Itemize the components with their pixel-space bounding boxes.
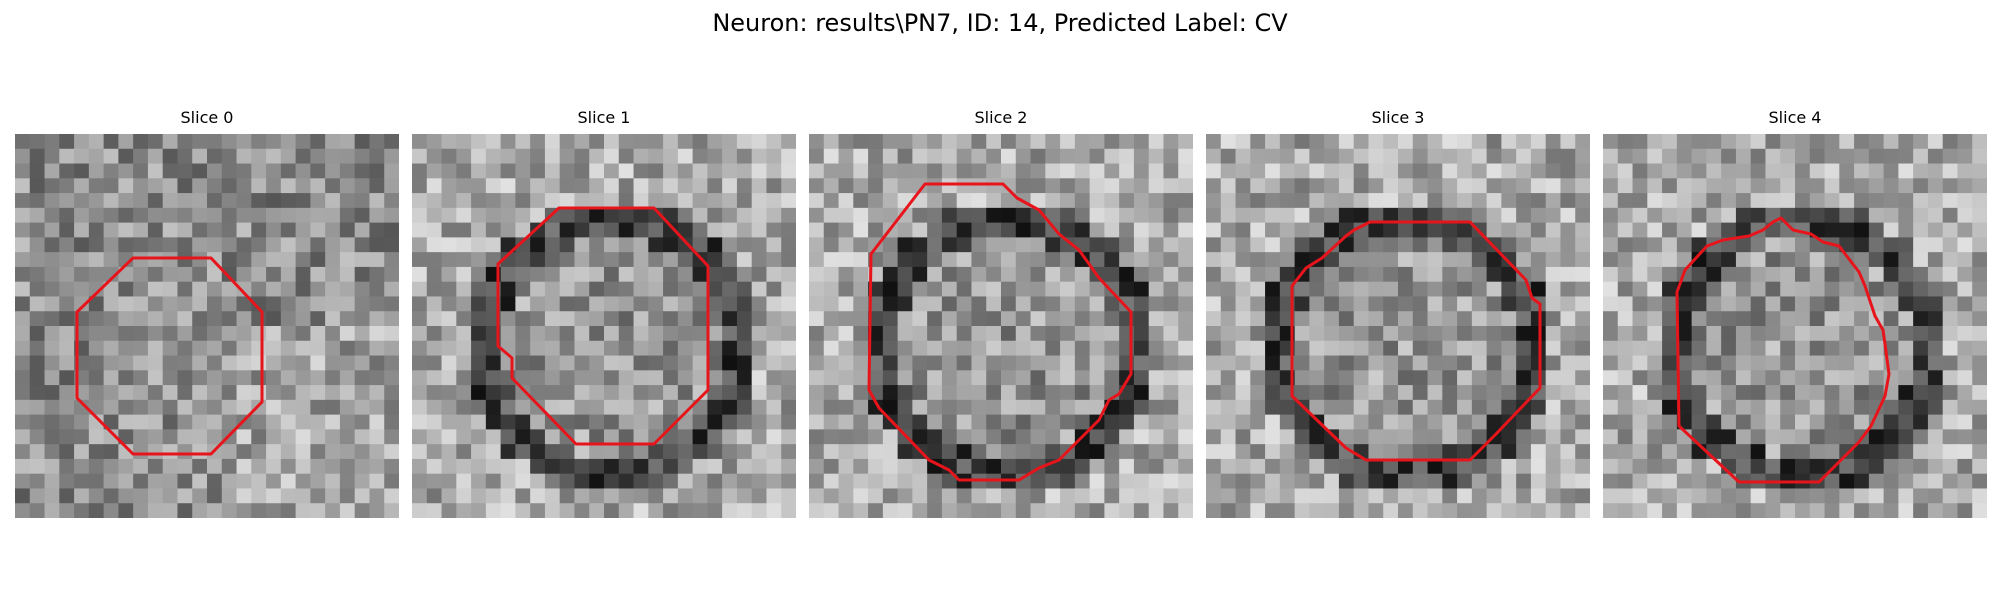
slice-image-4 [1603,134,1987,518]
grayscale-pixels [15,134,399,518]
panel-slice-0: Slice 0 [15,106,399,526]
panel-title: Slice 0 [15,106,399,130]
figure-title: Neuron: results\PN7, ID: 14, Predicted L… [0,6,2000,40]
slice-image-2 [809,134,1193,518]
slice-image-1 [412,134,796,518]
grayscale-pixels [412,134,796,518]
panel-title: Slice 3 [1206,106,1590,130]
panel-slice-2: Slice 2 [809,106,1193,526]
slice-image-3 [1206,134,1590,518]
panel-title: Slice 2 [809,106,1193,130]
panel-title: Slice 1 [412,106,796,130]
panel-slice-3: Slice 3 [1206,106,1590,526]
panel-title: Slice 4 [1603,106,1987,130]
grayscale-pixels [1603,134,1987,518]
slice-image-0 [15,134,399,518]
panel-slice-4: Slice 4 [1603,106,1987,526]
grayscale-pixels [809,134,1193,518]
panel-slice-1: Slice 1 [412,106,796,526]
